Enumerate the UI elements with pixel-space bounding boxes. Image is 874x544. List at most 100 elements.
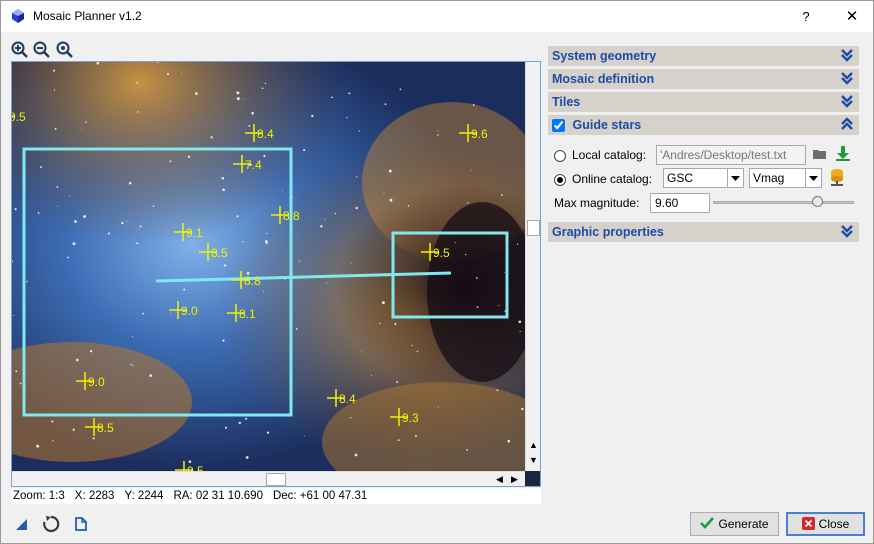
close-button-label: Close: [818, 517, 850, 531]
online-catalog-label: Online catalog:: [572, 172, 653, 186]
guide-star-marker[interactable]: 9.1: [174, 223, 203, 241]
guide-star-marker[interactable]: 8.5: [199, 243, 228, 261]
dec-readout: Dec: +61 00 47.31: [272, 490, 368, 502]
guide-star-marker[interactable]: 9.5: [175, 461, 204, 471]
online-catalog-row: Online catalog:: [554, 172, 652, 186]
guide-star-marker[interactable]: 8.4: [327, 389, 356, 407]
max-magnitude-slider-thumb[interactable]: [812, 196, 823, 207]
panel-graphic-properties[interactable]: Graphic properties: [548, 222, 859, 242]
new-document-icon[interactable]: [72, 515, 90, 533]
guide-star-label: 9.0: [88, 375, 105, 389]
generate-button[interactable]: Generate: [690, 512, 779, 536]
window-close-button[interactable]: ✕: [845, 8, 859, 25]
guide-star-marker[interactable]: 9.0: [76, 372, 105, 390]
zoom-toolbar: [11, 41, 75, 59]
x-readout: X: 2283: [74, 490, 115, 502]
ra-readout: RA: 02 31 10.690: [173, 490, 263, 502]
guide-star-label: 8.4: [257, 127, 274, 141]
guide-star-marker[interactable]: 8.4: [245, 124, 274, 142]
title-bar: Mosaic Planner v1.2 ? ✕: [1, 1, 873, 32]
guide-star-marker[interactable]: 9.0: [169, 301, 198, 319]
scroll-left-icon[interactable]: ◀: [496, 474, 503, 484]
mosaic-tile-1[interactable]: [22, 147, 293, 417]
zoom-out-icon[interactable]: [33, 41, 51, 59]
magnitude-filter-value: Vmag: [753, 171, 785, 185]
magnitude-filter-select[interactable]: Vmag: [749, 168, 822, 188]
catalog-select[interactable]: GSC: [663, 168, 744, 188]
window-title: Mosaic Planner v1.2: [33, 9, 142, 23]
panel-guide-stars[interactable]: Guide stars: [548, 115, 859, 135]
online-catalog-radio[interactable]: [554, 173, 566, 186]
horizontal-scrollbar[interactable]: ◀ ▶: [12, 471, 525, 486]
local-catalog-row: Local catalog:: [554, 148, 646, 162]
panel-title: Graphic properties: [552, 225, 664, 239]
guide-star-label: 8.4: [339, 392, 356, 406]
coordinate-statusbar: Zoom: 1:3 X: 2283 Y: 2244 RA: 02 31 10.690 D…: [11, 488, 541, 504]
mosaic-path-line: [155, 271, 452, 283]
scroll-right-icon[interactable]: ▶: [511, 474, 518, 484]
panel-tiles[interactable]: Tiles: [548, 92, 859, 112]
reset-icon[interactable]: [42, 515, 60, 533]
close-icon: [801, 517, 815, 530]
guide-star-marker[interactable]: 7.4: [233, 155, 262, 173]
guide-star-label: 9.5: [433, 246, 450, 260]
nebula-image: 9.5 8.4 9.6 7.4 8.8 9.1 8.5 9.5 8.8 9.0 8.1 9.0 8.4 9…: [12, 62, 525, 471]
guide-star-label: 7.4: [245, 158, 262, 172]
local-catalog-label: Local catalog:: [572, 148, 647, 162]
guide-star-marker[interactable]: 9.5: [12, 107, 26, 125]
guide-star-label: 9.6: [471, 127, 488, 141]
local-catalog-path-field[interactable]: 'Andres/Desktop/test.txt: [656, 145, 806, 165]
guide-star-label: 8.8: [283, 209, 300, 223]
vertical-scrollbar[interactable]: ▲ ▼: [525, 62, 540, 471]
guide-star-marker[interactable]: 8.1: [227, 304, 256, 322]
folder-icon[interactable]: [813, 148, 827, 160]
panel-system-geometry[interactable]: System geometry: [548, 46, 859, 66]
scroll-down-icon[interactable]: ▼: [529, 455, 538, 465]
database-server-icon[interactable]: [828, 168, 846, 187]
guide-star-label: 8.8: [244, 274, 261, 288]
guide-star-label: 8.5: [97, 421, 114, 435]
help-button[interactable]: ?: [802, 9, 810, 24]
y-readout: Y: 2244: [124, 490, 164, 502]
zoom-in-icon[interactable]: [11, 41, 29, 59]
pointer-icon[interactable]: [13, 515, 31, 533]
max-magnitude-label: Max magnitude:: [554, 196, 640, 210]
guide-star-marker[interactable]: 9.6: [459, 124, 488, 142]
catalog-select-value: GSC: [667, 171, 694, 185]
chevron-down-icon[interactable]: [805, 169, 821, 187]
local-catalog-radio[interactable]: [554, 149, 566, 162]
guide-star-label: 9.1: [186, 226, 203, 240]
max-magnitude-slider[interactable]: [713, 201, 854, 204]
expand-chevron-icon[interactable]: [841, 48, 853, 62]
expand-chevron-icon[interactable]: [841, 94, 853, 108]
panel-title: Guide stars: [572, 118, 642, 132]
max-magnitude-input[interactable]: 9.60: [650, 193, 710, 213]
horizontal-scroll-thumb[interactable]: [266, 473, 286, 486]
guide-star-marker[interactable]: 8.8: [271, 206, 300, 224]
collapse-chevron-icon[interactable]: [841, 117, 853, 131]
guide-star-marker[interactable]: 9.5: [421, 243, 450, 261]
guide-star-label: 9.0: [181, 304, 198, 318]
panel-mosaic-definition[interactable]: Mosaic definition: [548, 69, 859, 89]
expand-chevron-icon[interactable]: [841, 71, 853, 85]
max-magnitude-row: Max magnitude:: [554, 196, 639, 210]
guide-star-marker[interactable]: 8.5: [85, 418, 114, 436]
guide-star-marker[interactable]: 8.8: [232, 271, 261, 289]
panel-title: Mosaic definition: [552, 72, 655, 86]
close-button[interactable]: Close: [786, 512, 865, 536]
image-viewport[interactable]: 9.5 8.4 9.6 7.4 8.8 9.1 8.5 9.5 8.8 9.0 8.1 9.0 8.4 9…: [11, 61, 541, 487]
zoom-fit-icon[interactable]: [56, 41, 74, 59]
vertical-scroll-thumb[interactable]: [527, 220, 540, 236]
chevron-down-icon[interactable]: [727, 169, 743, 187]
scroll-up-icon[interactable]: ▲: [529, 440, 538, 450]
zoom-readout: Zoom: 1:3: [13, 490, 65, 502]
guide-star-marker[interactable]: 9.3: [390, 408, 419, 426]
guide-star-label: 9.3: [402, 411, 419, 425]
expand-chevron-icon[interactable]: [841, 224, 853, 238]
app-logo-icon: [12, 9, 24, 23]
guide-star-label: 9.5: [187, 464, 204, 471]
guide-stars-checkbox[interactable]: [552, 119, 565, 133]
download-icon[interactable]: [835, 145, 851, 162]
checkmark-icon: [700, 517, 715, 529]
